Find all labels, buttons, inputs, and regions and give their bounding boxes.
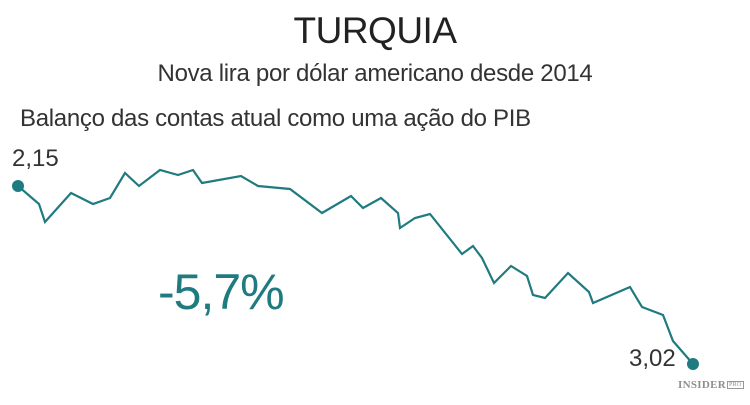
series-line — [17, 168, 694, 365]
end-value-label: 3,02 — [629, 345, 676, 372]
chart-title: TURQUIA — [293, 10, 458, 51]
brand-suffix: PRO — [726, 381, 744, 390]
start-point-marker — [12, 180, 24, 192]
end-point-marker — [687, 358, 699, 370]
chart-series-label: Balanço das contas atual como uma ação d… — [20, 105, 531, 132]
start-value-label: 2,15 — [12, 145, 59, 172]
percent-change-label: -5,7% — [158, 264, 285, 320]
chart-subtitle: Nova lira por dólar americano desde 2014 — [157, 60, 593, 87]
brand-logo: INSIDER PRO — [678, 379, 744, 391]
brand-name: INSIDER — [678, 379, 726, 391]
